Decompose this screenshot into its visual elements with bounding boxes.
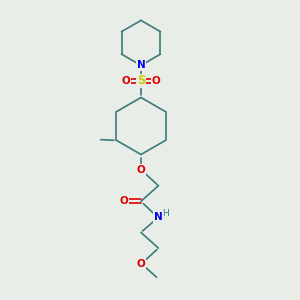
Text: S: S	[137, 74, 145, 88]
Text: O: O	[136, 165, 146, 175]
Text: O: O	[136, 259, 146, 269]
Text: O: O	[121, 76, 130, 86]
Text: O: O	[152, 76, 161, 86]
Text: N: N	[154, 212, 163, 222]
Text: H: H	[163, 209, 169, 218]
Text: N: N	[136, 60, 146, 70]
Text: O: O	[119, 196, 128, 206]
